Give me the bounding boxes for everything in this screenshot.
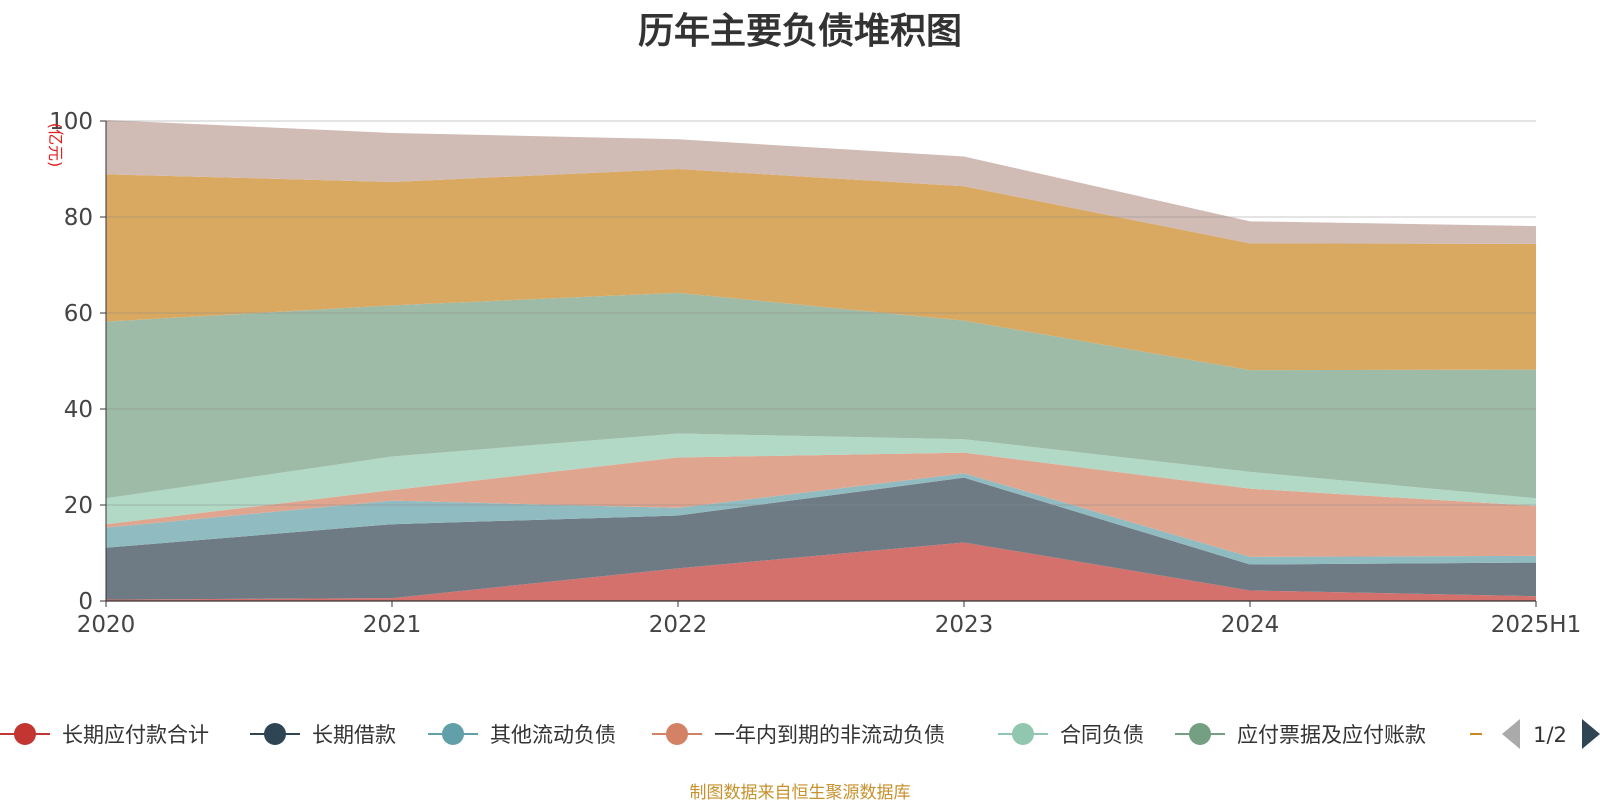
legend-marker (14, 723, 36, 745)
source-note: 制图数据来自恒生聚源数据库 (689, 783, 911, 803)
unit-label: (亿元) (46, 123, 65, 168)
legend-item[interactable]: 其他流动负债 (428, 723, 616, 747)
y-tick-label: 100 (49, 109, 93, 135)
legend[interactable]: 长期应付款合计 长期借款 其他流动负债 一年内到期的非流动负债 合同负债 应付票据及应付账… (0, 719, 1600, 749)
legend-label: 应付票据及应付账款 (1237, 723, 1426, 747)
legend-prev-page-icon[interactable] (1502, 719, 1520, 749)
area-series-1 (106, 477, 1536, 600)
area-series-2 (106, 473, 1536, 565)
legend-item[interactable]: 长期借款 (250, 723, 396, 747)
y-tick-label: 20 (64, 493, 93, 519)
y-tick-label: 0 (78, 589, 93, 615)
legend-label: 一年内到期的非流动负债 (714, 723, 945, 747)
area-series-3 (106, 452, 1536, 557)
axes-layer: 0 20 40 60 80 100 2020 2021 2022 2023 2024 2025H1 (49, 109, 1581, 638)
x-tick-label: 2021 (363, 612, 422, 638)
x-tick-label: 2024 (1221, 612, 1280, 638)
legend-label: 长期借款 (312, 723, 396, 747)
area-series-6 (106, 169, 1536, 371)
legend-item[interactable]: 一年内到期的非流动负债 (652, 723, 945, 747)
x-tick-label: 2020 (77, 612, 136, 638)
area-series-4 (106, 433, 1536, 525)
y-tick-label: 60 (64, 301, 93, 327)
legend-marker (442, 723, 464, 745)
area-layer (106, 120, 1536, 601)
legend-next-page-icon[interactable] (1582, 719, 1600, 749)
legend-marker (666, 723, 688, 745)
y-tick-label: 40 (64, 397, 93, 423)
area-series-5 (106, 292, 1536, 499)
x-tick-label: 2022 (649, 612, 708, 638)
y-tick-label: 80 (64, 205, 93, 231)
x-tick-label: 2025H1 (1491, 612, 1581, 638)
legend-marker (1012, 723, 1034, 745)
area-series-7 (106, 120, 1536, 244)
legend-label: 合同负债 (1060, 723, 1144, 747)
legend-item[interactable]: 长期应付款合计 (0, 723, 209, 747)
x-tick-label: 2023 (935, 612, 994, 638)
legend-page-indicator: 1/2 (1533, 723, 1567, 747)
legend-marker (1189, 723, 1211, 745)
legend-item[interactable]: 应付票据及应付账款 (1175, 723, 1426, 747)
legend-item[interactable]: 合同负债 (998, 723, 1144, 747)
area-series-0 (106, 542, 1536, 601)
chart-title: 历年主要负债堆积图 (637, 11, 962, 52)
legend-marker (264, 723, 286, 745)
legend-label: 长期应付款合计 (62, 723, 209, 747)
legend-label: 其他流动负债 (490, 723, 616, 747)
grid-layer (106, 120, 1536, 506)
